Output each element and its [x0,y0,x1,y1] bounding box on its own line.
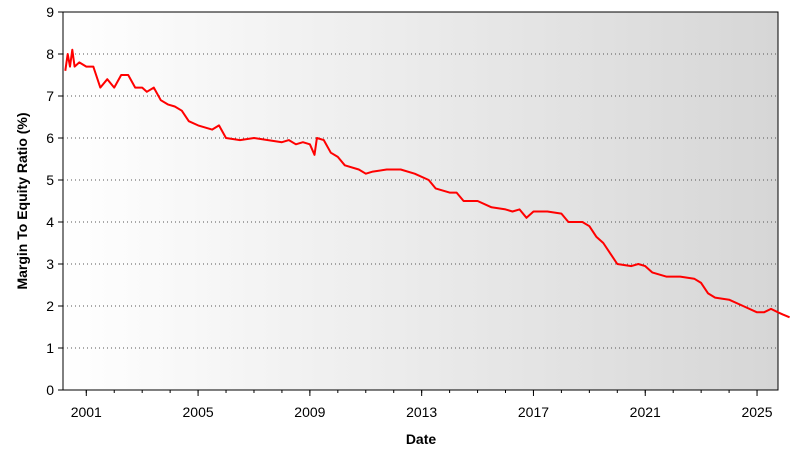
y-tick-label: 6 [46,130,54,146]
y-tick-label: 4 [46,214,54,230]
y-axis-title: Margin To Equity Ratio (%) [14,112,30,289]
x-axis-ticks: 2001 2005 2009 2013 2017 2021 2025 [71,390,773,420]
x-tick-label: 2005 [183,404,214,420]
y-tick-label: 3 [46,256,54,272]
y-tick-label: 8 [46,46,54,62]
x-tick-label: 2021 [630,404,661,420]
x-tick-label: 2013 [406,404,437,420]
y-tick-label: 0 [46,382,54,398]
x-axis-title: Date [406,431,437,447]
x-tick-label: 2001 [71,404,102,420]
x-tick-label: 2025 [741,404,772,420]
y-tick-label: 2 [46,298,54,314]
y-tick-label: 5 [46,172,54,188]
series-line [64,48,790,319]
y-axis-ticks: 0 1 2 3 4 5 6 7 8 9 [46,4,63,398]
x-tick-label: 2017 [518,404,549,420]
y-tick-label: 7 [46,88,54,104]
y-tick-label: 9 [46,4,54,20]
y-tick-label: 1 [46,340,54,356]
series-layer [64,48,790,319]
plot-area-background [62,11,779,391]
x-tick-label: 2009 [294,404,325,420]
